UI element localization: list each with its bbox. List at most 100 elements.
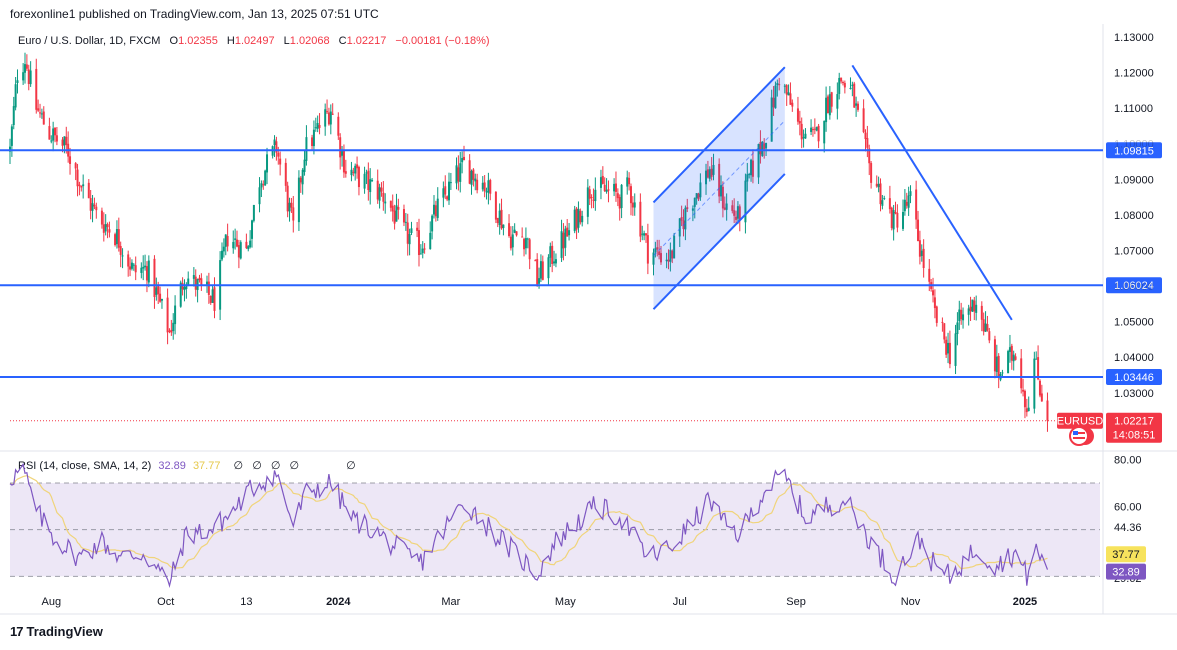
candle: [708, 166, 711, 182]
candle-body: [684, 207, 687, 230]
candle-body: [973, 300, 976, 312]
candle-body: [903, 199, 906, 212]
candle: [785, 84, 788, 106]
candle: [410, 221, 413, 236]
candle: [943, 323, 946, 344]
candle: [48, 117, 51, 140]
candle-body: [616, 193, 619, 199]
symbol-tag: [1057, 412, 1103, 429]
candle: [448, 172, 451, 205]
candle: [995, 344, 998, 377]
candle: [472, 168, 475, 187]
price-tick-label: 1.09000: [1114, 174, 1154, 186]
candle: [27, 64, 30, 91]
candle-body: [513, 229, 516, 233]
candle-body: [339, 137, 342, 158]
candle: [643, 230, 646, 241]
candle: [826, 94, 829, 114]
rsi-tick-label: 60.00: [1114, 501, 1142, 513]
candle: [292, 195, 295, 233]
candle: [646, 223, 649, 275]
candle-body: [384, 201, 387, 204]
candle: [815, 126, 818, 132]
candle-body: [54, 127, 57, 136]
candle-body: [960, 309, 963, 320]
candle: [115, 220, 118, 249]
candle-body: [772, 97, 775, 108]
candle: [980, 301, 983, 332]
candle-body: [933, 297, 936, 309]
candle: [735, 210, 738, 225]
candle-body: [954, 333, 957, 366]
candle: [341, 146, 344, 167]
candle-body: [759, 142, 762, 155]
rsi-sma-tag-label: 37.77: [1112, 549, 1140, 561]
candle-body: [776, 83, 779, 86]
candle-body: [472, 169, 475, 180]
candle-body: [905, 201, 908, 206]
tradingview-logo-icon: 17: [10, 624, 24, 639]
candle: [699, 173, 702, 201]
candle-body: [907, 195, 910, 208]
candle-body: [376, 180, 379, 200]
footer-brand[interactable]: 17 TradingView: [10, 624, 103, 639]
candle: [434, 200, 437, 222]
candle: [956, 312, 959, 346]
candle-body: [1037, 357, 1040, 380]
candle-body: [463, 156, 466, 161]
candle-body: [232, 241, 235, 249]
candle: [680, 205, 683, 227]
candle: [69, 147, 72, 175]
flag-canton: [1073, 431, 1078, 435]
candle: [357, 165, 360, 196]
candle: [485, 187, 488, 200]
last-price-tag: [1106, 412, 1162, 443]
candle-body: [641, 233, 644, 235]
candle-body: [494, 191, 497, 220]
candle-body: [731, 205, 734, 211]
candle-body: [678, 218, 681, 237]
candle: [54, 127, 57, 143]
candle-body: [444, 186, 447, 195]
candle: [89, 190, 92, 220]
candle-body: [213, 287, 216, 311]
candle: [258, 177, 261, 213]
candle-body: [40, 113, 43, 115]
candle-body: [266, 154, 269, 173]
candle-body: [159, 293, 162, 302]
price-tick-label: 1.10000: [1114, 139, 1154, 151]
candle: [508, 214, 511, 238]
candle: [39, 103, 42, 118]
candle-body: [811, 129, 814, 131]
candle-body: [498, 210, 501, 225]
candle-body: [406, 222, 409, 244]
candle-body: [393, 210, 396, 224]
candle: [284, 158, 287, 192]
candle: [419, 244, 422, 255]
candle: [695, 193, 698, 205]
candle: [356, 156, 359, 179]
candle-body: [538, 278, 541, 284]
candle: [656, 239, 659, 257]
candle: [429, 221, 432, 250]
candle-body: [896, 212, 899, 228]
candle: [547, 254, 550, 286]
candle: [12, 96, 15, 130]
level-tag-label-3: 1.03446: [1114, 372, 1154, 384]
candle-body: [577, 209, 580, 228]
candle-body: [757, 144, 760, 178]
x-tick-label: Mar: [441, 596, 460, 608]
candle-body: [825, 97, 828, 123]
candle: [147, 255, 150, 288]
candle: [907, 186, 910, 216]
candle: [853, 81, 856, 108]
candle: [78, 181, 81, 196]
candle: [87, 179, 90, 199]
candle: [935, 305, 938, 327]
candle-body: [693, 197, 696, 207]
candle-body: [856, 103, 859, 110]
candle-body: [29, 70, 32, 85]
candle: [106, 222, 109, 239]
candle-body: [160, 298, 163, 301]
